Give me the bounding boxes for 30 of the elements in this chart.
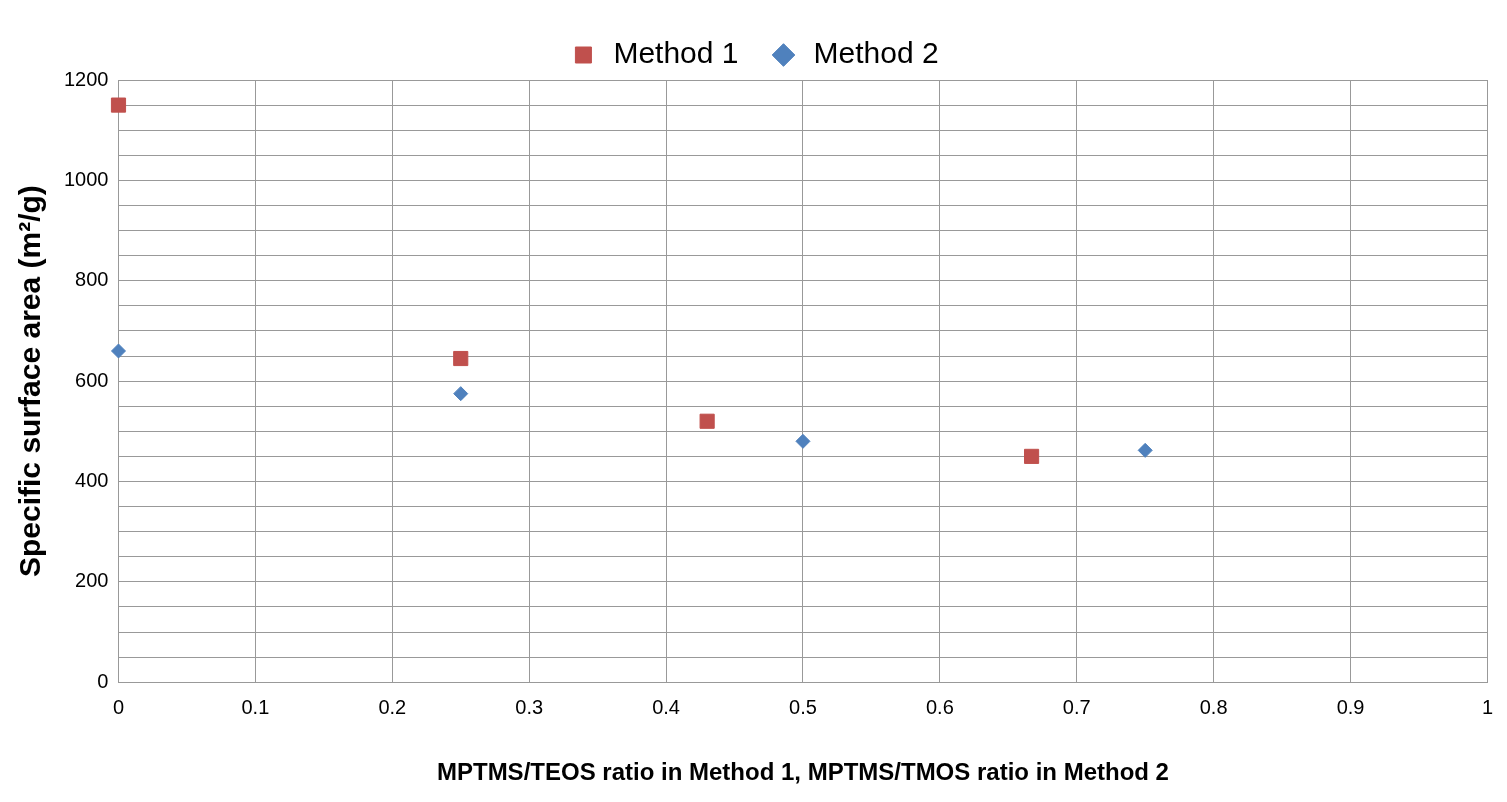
x-tick-label: 1 bbox=[1481, 695, 1493, 718]
point bbox=[110, 343, 126, 359]
point bbox=[110, 97, 127, 113]
y-tick-label: 1200 bbox=[63, 67, 109, 90]
point bbox=[453, 350, 469, 367]
point bbox=[795, 433, 811, 449]
x-tick-label: 0.9 bbox=[1336, 695, 1365, 718]
x-tick-label: 0.8 bbox=[1199, 695, 1228, 718]
point bbox=[1137, 442, 1153, 458]
point bbox=[1024, 448, 1040, 464]
y-tick-label: 200 bbox=[75, 569, 109, 592]
y-tick-label: 1000 bbox=[63, 167, 109, 190]
point bbox=[453, 386, 469, 402]
x-axis-title: MPTMS/TEOS ratio in Method 1, MPTMS/TMOS ratio in Method 2 bbox=[436, 758, 1169, 786]
x-tick-label: 0 bbox=[112, 695, 125, 718]
x-tick-label: 0.5 bbox=[789, 695, 817, 718]
y-tick-label: 600 bbox=[75, 368, 109, 391]
x-tick-label: 0.2 bbox=[378, 695, 407, 718]
legend-label: Method 2 bbox=[813, 36, 939, 70]
legend-label: Method 1 bbox=[613, 36, 739, 70]
y-tick-label: 800 bbox=[75, 268, 109, 291]
y-axis-title: Specific surface area (m²/g) bbox=[13, 185, 47, 578]
y-tick-label: 400 bbox=[75, 468, 109, 491]
y-tick-label: 0 bbox=[97, 669, 109, 692]
point bbox=[699, 413, 715, 429]
x-tick-label: 0.3 bbox=[515, 695, 544, 718]
x-tick-label: 0.6 bbox=[925, 695, 954, 718]
x-tick-label: 0.7 bbox=[1062, 695, 1091, 718]
x-tick-label: 0.1 bbox=[241, 695, 270, 718]
x-tick-label: 0.4 bbox=[652, 695, 680, 718]
